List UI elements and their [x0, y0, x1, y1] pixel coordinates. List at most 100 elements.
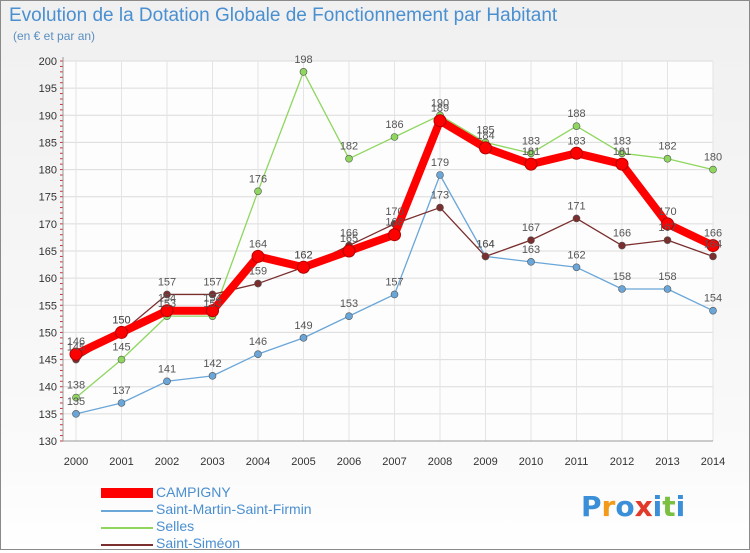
data-label-saint-martin-saint-firmin-2004: 146 — [249, 336, 267, 348]
legend-label-selles: Selles — [156, 518, 195, 534]
data-point-campigny-2005 — [297, 260, 310, 274]
data-point-campigny-2006 — [342, 244, 356, 258]
data-point-selles-2013 — [663, 154, 672, 163]
data-label-campigny-2003: 154 — [203, 293, 221, 305]
data-label-selles-2011: 188 — [567, 108, 585, 120]
data-label-saint-martin-saint-firmin-2001: 137 — [112, 385, 130, 397]
data-label-campigny-2011: 183 — [567, 135, 585, 147]
data-point-campigny-2009 — [479, 141, 492, 155]
data-point-saint-simeon-2004 — [254, 279, 262, 288]
data-label-campigny-2005: 162 — [294, 249, 312, 261]
data-label-saint-simeon-2014: 164 — [704, 238, 722, 250]
data-label-campigny-2006: 165 — [340, 233, 358, 245]
data-point-saint-simeon-2014 — [709, 252, 717, 261]
data-point-saint-martin-saint-firmin-2010 — [527, 258, 535, 266]
data-label-selles-2008: 190 — [431, 97, 449, 109]
data-label-selles-2000: 138 — [67, 380, 85, 392]
data-label-selles-2009: 185 — [476, 124, 494, 136]
x-tick-label-2008: 2008 — [428, 456, 452, 468]
data-label-saint-martin-saint-firmin-2010: 163 — [522, 244, 540, 256]
proxiti-logo: Proxiti — [581, 490, 685, 523]
data-label-selles-2003: 153 — [203, 298, 221, 310]
data-label-saint-simeon-2001: 150 — [112, 314, 130, 326]
x-tick-label-2003: 2003 — [200, 456, 224, 468]
data-label-saint-simeon-2004: 159 — [249, 266, 267, 278]
data-point-campigny-2004 — [251, 249, 265, 263]
x-tick-label-2001: 2001 — [109, 456, 133, 468]
data-label-saint-martin-saint-firmin-2011: 162 — [567, 249, 585, 261]
logo-letter: t — [662, 490, 676, 523]
legend: CAMPIGNY Saint-Martin-Saint-Firmin Selle… — [101, 484, 401, 553]
y-tick-label-150: 150 — [39, 327, 57, 339]
data-label-saint-simeon-2011: 171 — [567, 200, 585, 212]
data-point-campigny-2000 — [69, 347, 83, 361]
legend-swatch-saint-simeon — [101, 544, 153, 546]
data-point-selles-2001 — [117, 355, 126, 364]
data-label-campigny-2004: 164 — [249, 238, 267, 250]
data-label-selles-2014: 180 — [704, 152, 722, 164]
data-label-selles-2006: 182 — [340, 141, 358, 153]
y-tick-label-140: 140 — [39, 382, 57, 394]
legend-swatch-saint-martin-saint-firmin — [101, 510, 153, 512]
data-label-saint-simeon-2009: 164 — [476, 238, 494, 250]
data-point-saint-martin-saint-firmin-2008 — [436, 171, 444, 179]
data-point-selles-2010 — [527, 149, 535, 158]
data-label-selles-2007: 186 — [385, 119, 403, 131]
logo-letter: x — [634, 490, 653, 523]
legend-item-saint-martin-saint-firmin[interactable]: Saint-Martin-Saint-Firmin — [101, 501, 401, 519]
y-tick-label-160: 160 — [39, 273, 57, 285]
data-point-saint-martin-saint-firmin-2004 — [254, 350, 262, 358]
data-point-selles-2012 — [618, 149, 626, 158]
data-label-saint-simeon-2005: 162 — [294, 249, 312, 261]
y-tick-label-135: 135 — [39, 409, 57, 421]
data-label-campigny-2010: 181 — [522, 146, 540, 158]
y-tick-label-180: 180 — [39, 165, 57, 177]
data-point-saint-martin-saint-firmin-2006 — [345, 312, 353, 320]
data-point-campigny-2007 — [388, 228, 401, 242]
legend-item-selles[interactable]: Selles — [101, 518, 401, 536]
data-point-saint-martin-saint-firmin-2001 — [117, 399, 126, 407]
legend-item-campigny[interactable]: CAMPIGNY — [101, 484, 401, 502]
data-label-selles-2005: 198 — [294, 54, 312, 66]
data-label-saint-martin-saint-firmin-2002: 141 — [158, 363, 176, 375]
data-point-saint-martin-saint-firmin-2003 — [208, 372, 217, 380]
data-label-saint-simeon-2008: 173 — [431, 190, 449, 202]
data-label-saint-simeon-2010: 167 — [522, 222, 540, 234]
data-label-campigny-2000: 146 — [67, 336, 85, 348]
data-label-campigny-2013: 170 — [658, 206, 676, 218]
x-tick-label-2006: 2006 — [337, 456, 361, 468]
y-tick-label-190: 190 — [39, 110, 57, 122]
data-label-campigny-2008: 189 — [431, 103, 449, 115]
x-tick-label-2010: 2010 — [519, 456, 543, 468]
logo-letter: o — [615, 490, 635, 523]
data-point-saint-martin-saint-firmin-2000 — [72, 410, 80, 418]
x-tick-label-2007: 2007 — [382, 456, 406, 468]
data-point-selles-2005 — [299, 68, 308, 76]
data-label-campigny-2001: 150 — [112, 314, 130, 326]
logo-letter: i — [652, 490, 663, 523]
data-label-saint-simeon-2000: 145 — [67, 342, 85, 354]
data-point-saint-martin-saint-firmin-2005 — [299, 334, 308, 342]
data-point-selles-2014 — [709, 165, 717, 174]
data-point-campigny-2001 — [115, 325, 128, 339]
data-label-saint-martin-saint-firmin-2014: 154 — [704, 293, 722, 305]
legend-item-saint-simeon[interactable]: Saint-Siméon — [101, 535, 401, 553]
data-label-saint-martin-saint-firmin-2009: 164 — [476, 238, 494, 250]
data-point-saint-simeon-2012 — [618, 241, 626, 250]
x-tick-label-2011: 2011 — [565, 456, 589, 468]
data-point-saint-simeon-2010 — [527, 236, 535, 244]
data-label-selles-2001: 145 — [112, 342, 130, 354]
y-tick-label-145: 145 — [39, 355, 57, 367]
data-point-saint-martin-saint-firmin-2013 — [663, 285, 672, 293]
data-label-selles-2013: 182 — [658, 141, 676, 153]
chart-subtitle: (en € et par an) — [13, 29, 96, 43]
data-label-saint-simeon-2007: 170 — [385, 206, 403, 218]
data-label-selles-2002: 153 — [158, 298, 176, 310]
data-label-saint-simeon-2003: 157 — [203, 276, 221, 288]
data-label-campigny-2002: 154 — [158, 293, 176, 305]
data-label-selles-2010: 183 — [522, 135, 540, 147]
data-point-selles-2007 — [390, 133, 399, 141]
data-point-selles-2004 — [254, 187, 262, 196]
data-point-saint-martin-saint-firmin-2011 — [572, 263, 581, 272]
